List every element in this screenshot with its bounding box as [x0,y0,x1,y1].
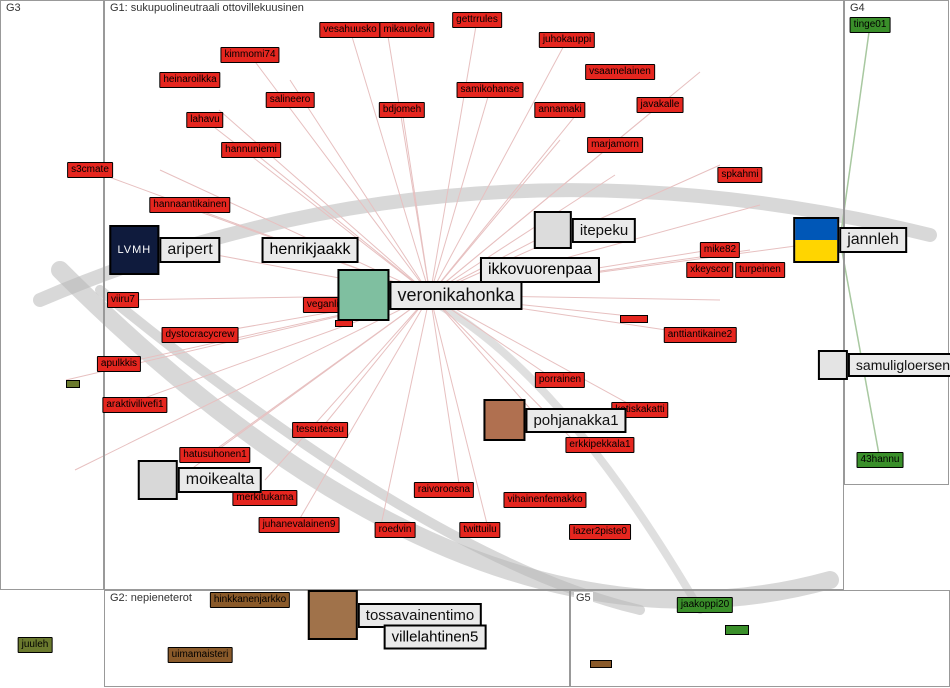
avatar [793,217,839,263]
node-raivoroosna[interactable]: raivoroosna [414,482,474,498]
node-juhanevalainen9[interactable]: juhanevalainen9 [259,517,340,533]
node-lahavu[interactable]: lahavu [186,112,223,128]
tiny-node[interactable] [725,625,749,635]
bignode-aripert[interactable]: LVMHaripert [109,225,220,275]
node-hannaantikainen[interactable]: hannaantikainen [149,197,230,213]
node-dystocracycrew[interactable]: dystocracycrew [162,327,239,343]
node-anttiantikaine2[interactable]: anttiantikaine2 [664,327,737,343]
bignode-label-secondary: henrikjaakk [262,237,359,263]
node-heinaroilkka[interactable]: heinaroilkka [159,72,220,88]
node-vihainenfemakko[interactable]: vihainenfemakko [503,492,586,508]
node-samikohanse[interactable]: samikohanse [457,82,524,98]
group-g3 [0,0,104,590]
node-twittuilu[interactable]: twittuilu [459,522,500,538]
bignode-jannleh[interactable]: jannleh [793,217,907,263]
group-g5 [570,590,950,687]
node-vsaamelainen[interactable]: vsaamelainen [585,64,655,80]
node-javakalle[interactable]: javakalle [637,97,684,113]
bignode-label: samuligloersen [848,353,950,377]
bignode-label: veronikahonka [389,281,522,310]
avatar [308,590,358,640]
bignode-label-below: villelahtinen5 [384,625,487,650]
node-43hannu[interactable]: 43hannu [857,452,904,468]
node-spkahmi[interactable]: spkahmi [717,167,762,183]
node-bdjomeh[interactable]: bdjomeh [379,102,425,118]
bignode-itepeku[interactable]: itepeku [534,211,636,249]
tiny-node[interactable] [620,315,648,323]
bignode-henrikjaakk[interactable]: henrikjaakk [262,237,359,263]
bignode-label: aripert [159,237,220,263]
node-porrainen[interactable]: porrainen [535,372,585,388]
node-mike82[interactable]: mike82 [700,242,740,258]
bignode-samuligloersen[interactable]: samuligloersen [818,350,950,380]
node-uimamaisteri[interactable]: uimamaisteri [168,647,233,663]
node-viiru7[interactable]: viiru7 [107,292,139,308]
node-tinge01[interactable]: tinge01 [850,17,891,33]
group-label-g2: G2: nepieneterot [108,592,194,604]
avatar: LVMH [109,225,159,275]
node-salineero[interactable]: salineero [266,92,315,108]
node-hannuniemi[interactable]: hannuniemi [221,142,281,158]
bignode-label: itepeku [572,218,636,243]
node-araktivilivefi1[interactable]: araktivilivefi1 [102,397,167,413]
avatar [818,350,848,380]
group-label-g4: G4 [848,2,867,14]
node-lazer2piste0[interactable]: lazer2piste0 [569,524,631,540]
tiny-node[interactable] [590,660,612,668]
group-label-g1: G1: sukupuolineutraali ottovillekuusinen [108,2,306,14]
node-xkeyscor[interactable]: xkeyscor [686,262,733,278]
node-turpeinen[interactable]: turpeinen [735,262,785,278]
avatar [483,399,525,441]
node-kimmomi74[interactable]: kimmomi74 [220,47,279,63]
bignode-villelahtinen5[interactable]: villelahtinen5 [384,625,487,650]
bignode-pohjanakka1[interactable]: pohjanakka1 [483,399,626,441]
node-juhokauppi[interactable]: juhokauppi [539,32,595,48]
node-vesahuusko[interactable]: vesahuusko [319,22,380,38]
node-roedvin[interactable]: roedvin [375,522,416,538]
node-jaakoppi20[interactable]: jaakoppi20 [677,597,733,613]
group-label-g5: G5 [574,592,593,604]
node-juuleh[interactable]: juuleh [18,637,53,653]
avatar [337,269,389,321]
tiny-node[interactable] [335,320,353,327]
node-hinkkanenjarkko[interactable]: hinkkanenjarkko [210,592,290,608]
group-label-g3: G3 [4,2,23,14]
bignode-label-stack: ikkovuorenpaa [480,257,600,283]
node-s3cmate[interactable]: s3cmate [67,162,113,178]
bignode-ikkovuorenpaa[interactable]: ikkovuorenpaa [480,257,600,283]
node-apulkkis[interactable]: apulkkis [97,356,141,372]
bignode-label: jannleh [839,227,907,253]
bignode-label: pohjanakka1 [525,408,626,433]
node-tessutessu[interactable]: tessutessu [292,422,348,438]
node-gettrrules[interactable]: gettrrules [452,12,502,28]
node-mikauolevi[interactable]: mikauolevi [379,22,434,38]
tiny-node[interactable] [66,380,80,388]
avatar [138,460,178,500]
node-annamaki[interactable]: annamaki [534,102,585,118]
node-marjamorn[interactable]: marjamorn [587,137,643,153]
bignode-label: moikealta [178,467,262,493]
bignode-moikealta[interactable]: moikealta [138,460,262,500]
avatar [534,211,572,249]
